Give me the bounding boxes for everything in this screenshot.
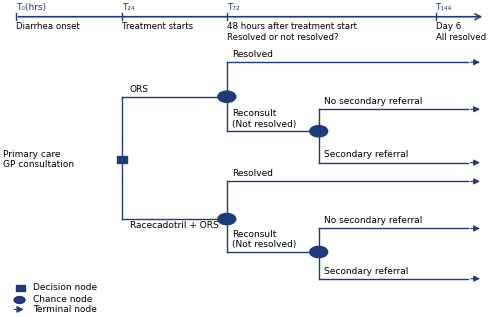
Text: No secondary referral: No secondary referral xyxy=(324,97,422,106)
Text: Diarrhea onset: Diarrhea onset xyxy=(16,23,80,31)
Circle shape xyxy=(310,126,328,137)
Text: Chance node: Chance node xyxy=(33,295,92,305)
Text: Treatment starts: Treatment starts xyxy=(122,23,194,31)
Text: Primary care
GP consultation: Primary care GP consultation xyxy=(3,150,74,169)
Text: Reconsult
(Not resolved): Reconsult (Not resolved) xyxy=(232,230,296,249)
Text: 48 hours after treatment start
Resolved or not resolved?: 48 hours after treatment start Resolved … xyxy=(227,23,357,42)
Text: Resolved: Resolved xyxy=(232,50,273,59)
Text: T₇₂: T₇₂ xyxy=(227,3,239,12)
Text: Secondary referral: Secondary referral xyxy=(324,151,408,159)
Text: Secondary referral: Secondary referral xyxy=(324,267,408,275)
Text: No secondary referral: No secondary referral xyxy=(324,216,422,225)
Text: ORS: ORS xyxy=(130,85,149,94)
Text: Decision node: Decision node xyxy=(33,283,97,292)
Circle shape xyxy=(310,246,328,258)
FancyBboxPatch shape xyxy=(118,156,128,163)
Circle shape xyxy=(218,91,236,102)
Circle shape xyxy=(218,213,236,225)
Text: Racecadotril + ORS: Racecadotril + ORS xyxy=(130,221,218,230)
Text: T₂₄: T₂₄ xyxy=(122,3,135,12)
Text: Resolved: Resolved xyxy=(232,169,273,178)
Text: Terminal node: Terminal node xyxy=(33,305,97,314)
Circle shape xyxy=(14,296,25,303)
Text: Reconsult
(Not resolved): Reconsult (Not resolved) xyxy=(232,109,296,129)
Text: T₀(hrs): T₀(hrs) xyxy=(16,3,46,12)
Text: Day 6
All resolved: Day 6 All resolved xyxy=(436,23,486,42)
FancyBboxPatch shape xyxy=(16,285,24,291)
Text: T₁₄₄: T₁₄₄ xyxy=(436,3,452,12)
